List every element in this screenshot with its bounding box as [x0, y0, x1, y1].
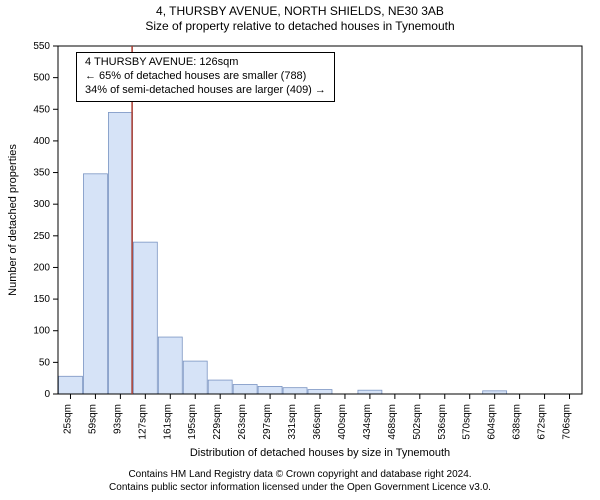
x-tick-label: 25sqm [62, 404, 73, 434]
x-tick-label: 127sqm [137, 404, 148, 440]
y-tick-label: 100 [33, 326, 50, 337]
bar [208, 380, 232, 394]
x-tick-label: 297sqm [262, 404, 273, 440]
x-tick-label: 604sqm [487, 404, 498, 440]
chart-title: 4, THURSBY AVENUE, NORTH SHIELDS, NE30 3… [0, 4, 600, 34]
x-tick-label: 229sqm [212, 404, 223, 440]
x-tick-label: 59sqm [87, 404, 98, 434]
x-tick-label: 434sqm [362, 404, 373, 440]
annotation-line-2: ← 65% of detached houses are smaller (78… [85, 70, 326, 84]
x-tick-label: 468sqm [387, 404, 398, 440]
bar [308, 390, 332, 394]
x-tick-label: 570sqm [462, 404, 473, 440]
chart-footer: Contains HM Land Registry data © Crown c… [0, 468, 600, 494]
x-tick-label: 400sqm [337, 404, 348, 440]
y-tick-label: 250 [33, 231, 50, 242]
title-line-1: 4, THURSBY AVENUE, NORTH SHIELDS, NE30 3… [0, 4, 600, 19]
y-tick-label: 200 [33, 262, 50, 273]
x-tick-label: 331sqm [287, 404, 298, 440]
title-line-2: Size of property relative to detached ho… [0, 19, 600, 34]
x-tick-label: 263sqm [237, 404, 248, 440]
annotation-line-1: 4 THURSBY AVENUE: 126sqm [85, 56, 326, 70]
bar [283, 388, 307, 394]
x-tick-label: 366sqm [312, 404, 323, 440]
bar [258, 386, 282, 394]
y-tick-label: 350 [33, 168, 50, 179]
y-tick-label: 500 [33, 73, 50, 84]
y-tick-label: 50 [39, 357, 51, 368]
bar [58, 376, 82, 394]
y-axis-label: Number of detached properties [7, 144, 19, 296]
annotation-box: 4 THURSBY AVENUE: 126sqm ← 65% of detach… [76, 52, 335, 102]
bar [233, 385, 257, 394]
x-tick-label: 706sqm [562, 404, 573, 440]
annotation-line-3: 34% of semi-detached houses are larger (… [85, 84, 326, 98]
x-tick-label: 536sqm [437, 404, 448, 440]
x-tick-label: 638sqm [512, 404, 523, 440]
y-tick-label: 400 [33, 136, 50, 147]
x-tick-label: 161sqm [162, 404, 173, 440]
bar [108, 112, 132, 394]
footer-line-2: Contains public sector information licen… [0, 481, 600, 494]
y-tick-label: 0 [44, 389, 50, 400]
y-tick-label: 550 [33, 41, 50, 52]
footer-line-1: Contains HM Land Registry data © Crown c… [0, 468, 600, 481]
x-tick-label: 93sqm [112, 404, 123, 434]
bar [358, 390, 382, 394]
x-axis-label: Distribution of detached houses by size … [190, 447, 450, 459]
y-tick-label: 300 [33, 199, 50, 210]
bar [133, 242, 157, 394]
bar [183, 361, 207, 394]
x-tick-label: 195sqm [187, 404, 198, 440]
y-tick-label: 450 [33, 104, 50, 115]
bar [83, 174, 107, 394]
x-tick-label: 672sqm [537, 404, 548, 440]
x-tick-label: 502sqm [412, 404, 423, 440]
bar [158, 337, 182, 394]
y-tick-label: 150 [33, 294, 50, 305]
